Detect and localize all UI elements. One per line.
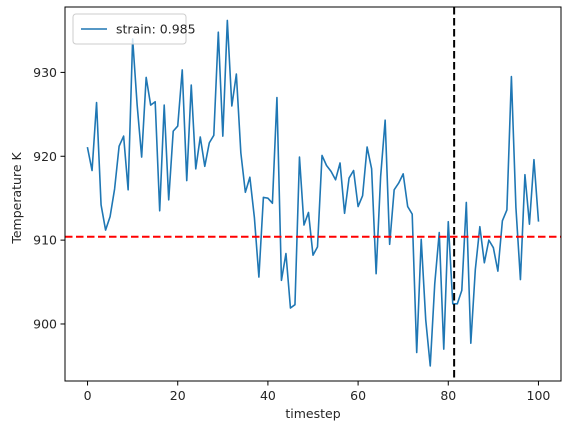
x-tick-label: 60 [350,388,366,403]
legend: strain: 0.985 [72,13,196,45]
x-tick-label: 80 [440,388,456,403]
axes: 0 20 40 60 80 100 900 910 920 930 [33,6,562,403]
x-tick-label: 20 [170,388,186,403]
y-tick-label: 900 [33,316,57,331]
plot-area [65,7,561,381]
x-axis-label: timestep [285,406,340,421]
x-tick-label: 100 [527,388,551,403]
y-axis-label: Temperature K [9,152,24,245]
y-tick-label: 910 [33,233,57,248]
legend-box [72,13,187,45]
series-line-0 [86,19,540,367]
x-tick-label: 40 [260,388,276,403]
y-tick-label: 930 [33,65,57,80]
y-tick-label: 920 [33,149,57,164]
legend-entry-label: strain: 0.985 [116,22,196,37]
axes-frame [64,6,562,382]
plot-contents [65,7,561,381]
x-tick-label: 0 [84,388,92,403]
